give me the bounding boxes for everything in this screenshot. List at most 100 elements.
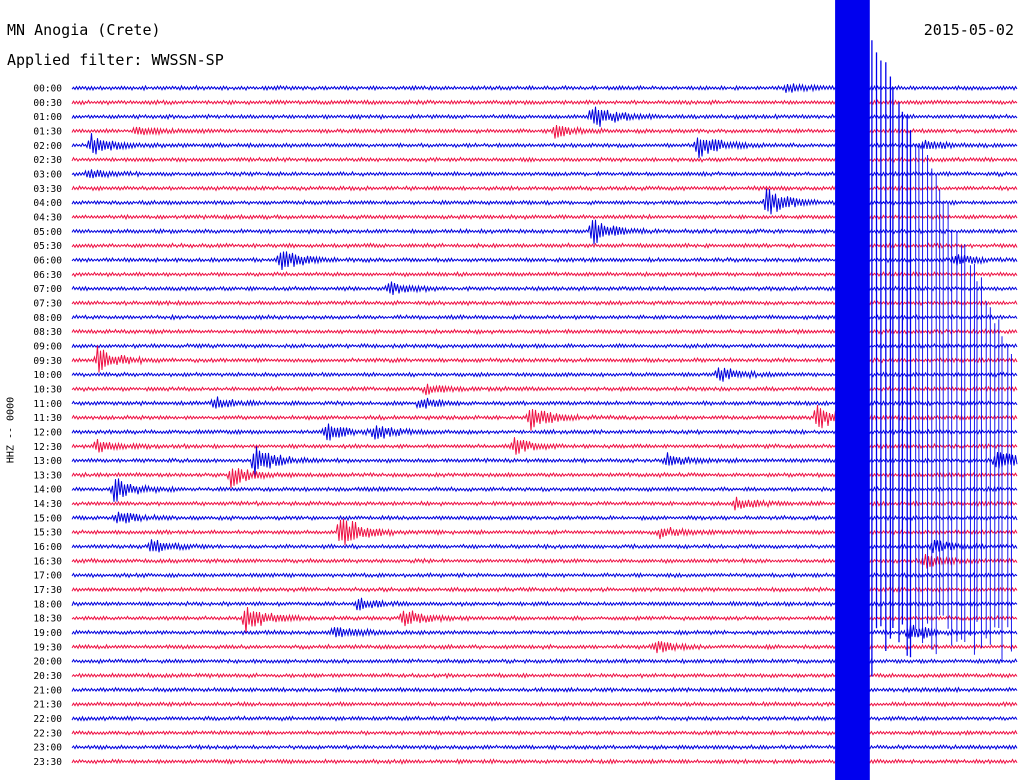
time-tick-label: 03:30 [33, 184, 62, 195]
trace-line [71, 106, 1018, 127]
time-tick-label: 22:00 [33, 714, 62, 725]
time-tick-label: 16:30 [33, 556, 62, 567]
time-tick-label: 20:00 [33, 657, 62, 668]
trace-line [71, 404, 1018, 431]
trace-line [71, 242, 1018, 249]
time-tick-label: 12:00 [33, 427, 62, 438]
mainshock-saturation [835, 0, 870, 780]
time-tick-label: 13:00 [33, 456, 62, 467]
time-tick-labels: 00:00 00:30 01:00 01:30 02:00 02:30 03:00 03:30… [33, 84, 62, 769]
trace-line [71, 571, 1018, 579]
time-tick-label: 03:00 [33, 169, 62, 180]
time-tick-label: 11:30 [33, 413, 62, 424]
time-tick-label: 01:30 [33, 126, 62, 137]
trace-line [71, 554, 1018, 569]
trace-line [71, 468, 1018, 488]
trace-line [71, 367, 1018, 382]
trace-line [71, 586, 1018, 593]
time-tick-label: 08:30 [33, 327, 62, 338]
time-tick-label: 23:30 [33, 757, 62, 768]
trace-line [71, 213, 1018, 221]
trace-line [71, 342, 1018, 350]
trace-line [71, 686, 1018, 694]
time-tick-label: 21:30 [33, 700, 62, 711]
trace-line [71, 270, 1018, 278]
time-tick-label: 10:30 [33, 384, 62, 395]
trace-line [71, 518, 1018, 546]
trace-line [71, 758, 1018, 766]
trace-line [71, 125, 1018, 139]
trace-line [71, 700, 1018, 708]
time-tick-label: 19:30 [33, 642, 62, 653]
trace-line [71, 184, 1018, 192]
time-tick-label: 17:00 [33, 571, 62, 582]
trace-line [71, 156, 1018, 163]
time-tick-label: 04:00 [33, 198, 62, 209]
trace-line [71, 539, 1018, 554]
trace-line [71, 328, 1018, 335]
trace-line [71, 82, 1018, 93]
trace-line [71, 345, 1018, 373]
time-tick-label: 09:00 [33, 341, 62, 352]
time-tick-label: 12:30 [33, 442, 62, 453]
filter-label: Applied filter: WWSSN-SP [7, 51, 224, 69]
time-tick-label: 22:30 [33, 728, 62, 739]
time-tick-label: 06:30 [33, 270, 62, 281]
time-tick-label: 06:00 [33, 255, 62, 266]
time-tick-label: 18:00 [33, 599, 62, 610]
trace-line [71, 496, 1018, 511]
time-tick-label: 19:00 [33, 628, 62, 639]
time-tick-label: 16:00 [33, 542, 62, 553]
trace-line [71, 133, 1018, 159]
trace-line [71, 511, 1018, 524]
trace-line [71, 251, 1018, 270]
trace-line [71, 99, 1018, 106]
time-tick-label: 20:30 [33, 671, 62, 682]
trace-line [71, 478, 1018, 502]
time-tick-label: 05:00 [33, 227, 62, 238]
trace-line [71, 423, 1018, 441]
time-tick-label: 17:30 [33, 585, 62, 596]
trace-line [71, 281, 1018, 295]
trace-line [71, 624, 1018, 639]
date-label: 2015-05-02 [923, 21, 1014, 39]
time-tick-label: 21:00 [33, 685, 62, 696]
trace-line [71, 641, 1018, 654]
trace-line [71, 383, 1018, 396]
time-tick-label: 00:00 [33, 84, 62, 95]
time-tick-label: 05:30 [33, 241, 62, 252]
time-tick-label: 02:30 [33, 155, 62, 166]
trace-line [71, 446, 1018, 477]
time-tick-label: 02:00 [33, 141, 62, 152]
time-tick-label: 18:30 [33, 614, 62, 625]
seismogram-traces [71, 82, 1018, 766]
time-tick-label: 09:30 [33, 356, 62, 367]
trace-line [71, 169, 1018, 179]
trace-line [71, 743, 1018, 751]
trace-line [71, 437, 1018, 455]
time-tick-label: 14:00 [33, 485, 62, 496]
trace-line [71, 715, 1018, 722]
trace-line [71, 188, 1018, 215]
time-tick-label: 00:30 [33, 98, 62, 109]
time-tick-label: 15:30 [33, 528, 62, 539]
time-tick-label: 04:30 [33, 212, 62, 223]
mainshock-band [835, 0, 1012, 780]
trace-line [71, 396, 1018, 410]
trace-line [71, 313, 1018, 321]
time-tick-label: 01:00 [33, 112, 62, 123]
trace-line [71, 729, 1018, 737]
time-tick-label: 07:30 [33, 298, 62, 309]
time-tick-label: 23:00 [33, 743, 62, 754]
time-tick-label: 15:00 [33, 513, 62, 524]
station-title: MN Anogia (Crete) [7, 21, 161, 39]
time-tick-label: 13:30 [33, 470, 62, 481]
trace-line [71, 672, 1018, 680]
time-tick-label: 14:30 [33, 499, 62, 510]
trace-line [71, 597, 1018, 611]
time-tick-label: 07:00 [33, 284, 62, 295]
trace-line [71, 657, 1018, 665]
trace-line [71, 219, 1018, 245]
time-tick-label: 08:00 [33, 313, 62, 324]
